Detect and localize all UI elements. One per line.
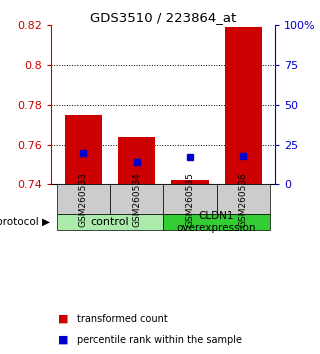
Text: protocol ▶: protocol ▶ <box>0 217 50 227</box>
Bar <box>163 214 270 230</box>
Text: GSM260534: GSM260534 <box>132 172 141 227</box>
Title: GDS3510 / 223864_at: GDS3510 / 223864_at <box>90 11 236 24</box>
Text: control: control <box>91 217 129 227</box>
Bar <box>163 184 217 214</box>
Bar <box>118 137 155 184</box>
Bar <box>57 184 110 214</box>
Bar <box>57 214 163 230</box>
Text: transformed count: transformed count <box>77 314 168 324</box>
Text: ■: ■ <box>58 314 68 324</box>
Bar <box>171 181 209 184</box>
Bar <box>217 184 270 214</box>
Text: ■: ■ <box>58 335 68 345</box>
Text: GSM260535: GSM260535 <box>185 172 194 227</box>
Text: CLDN1
overexpression: CLDN1 overexpression <box>177 211 256 233</box>
Bar <box>110 184 163 214</box>
Text: GSM260533: GSM260533 <box>79 172 88 227</box>
Text: percentile rank within the sample: percentile rank within the sample <box>77 335 242 345</box>
Bar <box>65 115 102 184</box>
Text: GSM260536: GSM260536 <box>239 172 248 227</box>
Bar <box>225 27 262 184</box>
